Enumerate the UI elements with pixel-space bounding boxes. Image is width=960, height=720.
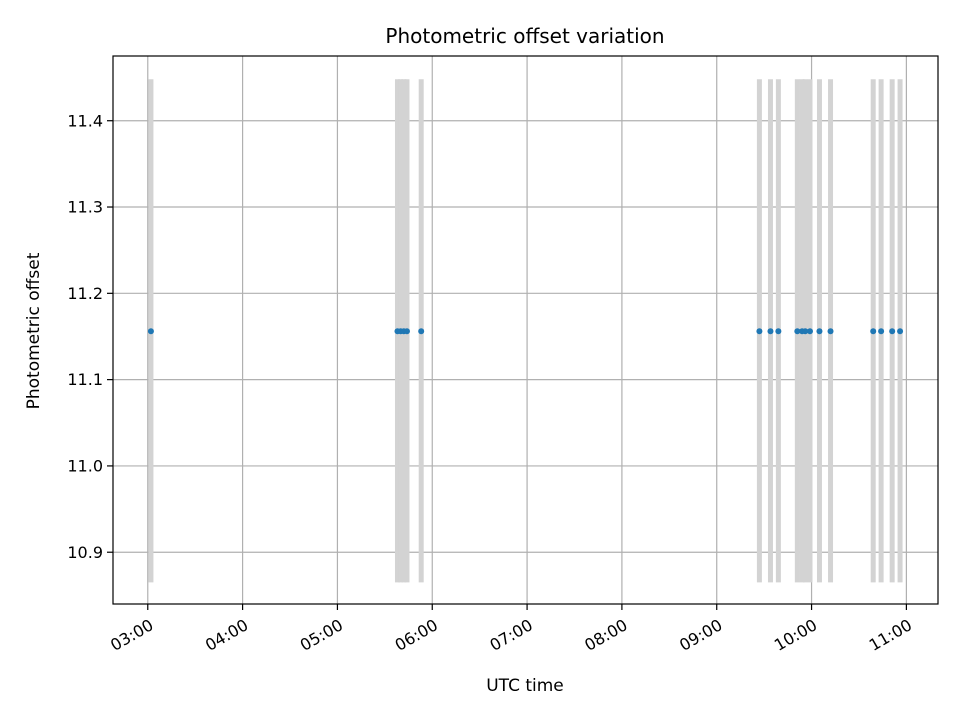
data-point bbox=[756, 328, 763, 335]
data-point bbox=[418, 328, 425, 335]
y-tick-label: 11.0 bbox=[67, 457, 103, 476]
y-axis-ticks: 10.9 11.0 11.1 11.2 11.3 11.4 bbox=[67, 111, 113, 562]
data-point bbox=[889, 328, 896, 335]
data-point bbox=[802, 328, 809, 335]
chart-title: Photometric offset variation bbox=[385, 24, 664, 48]
data-point bbox=[806, 328, 813, 335]
data-point bbox=[827, 328, 834, 335]
data-points bbox=[147, 328, 904, 335]
y-tick-label: 11.2 bbox=[67, 284, 103, 303]
y-tick-label: 11.3 bbox=[67, 198, 103, 217]
y-axis-label: Photometric offset bbox=[24, 252, 44, 409]
data-point bbox=[794, 328, 801, 335]
y-tick-label: 11.1 bbox=[67, 370, 103, 389]
data-point bbox=[775, 328, 782, 335]
data-point bbox=[816, 328, 823, 335]
data-point bbox=[767, 328, 774, 335]
data-point bbox=[870, 328, 877, 335]
y-tick-label: 10.9 bbox=[67, 543, 103, 562]
data-point bbox=[878, 328, 885, 335]
data-point bbox=[897, 328, 904, 335]
x-axis-label: UTC time bbox=[486, 676, 564, 696]
data-point bbox=[403, 328, 410, 335]
y-tick-label: 11.4 bbox=[67, 111, 103, 130]
data-point bbox=[147, 328, 154, 335]
plot-area-frame bbox=[112, 55, 939, 605]
